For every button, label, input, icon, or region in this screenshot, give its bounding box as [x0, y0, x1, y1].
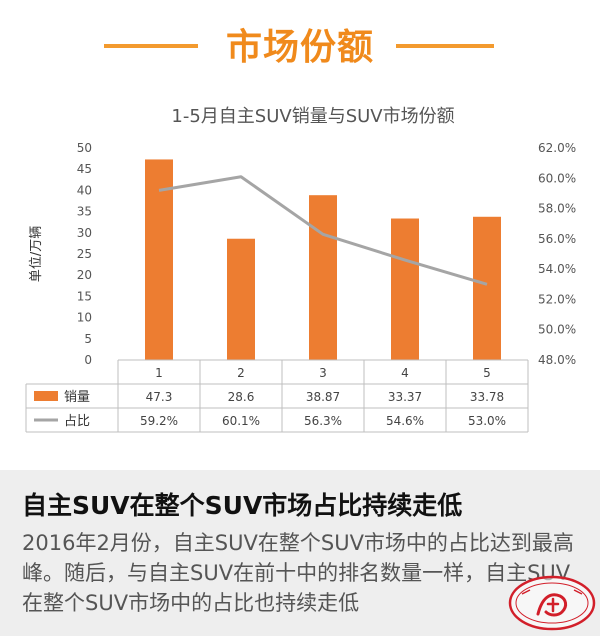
- y2-tick-label: 50.0%: [538, 323, 576, 337]
- red-seal-stamp: [508, 575, 596, 631]
- bar-5: [473, 216, 501, 360]
- y-tick-label: 0: [84, 353, 92, 367]
- article-panel: 自主SUV在整个SUV市场占比持续走低 2016年2月份，自主SUV在整个SUV…: [0, 470, 600, 636]
- article-headline: 自主SUV在整个SUV市场占比持续走低: [22, 491, 463, 520]
- chart-title: 1-5月自主SUV销量与SUV市场份额: [171, 106, 454, 127]
- bar-4: [391, 218, 419, 360]
- y-tick-label: 20: [77, 268, 92, 282]
- sales-value-label: 47.3: [146, 390, 173, 404]
- x-tick-label: 4: [401, 366, 409, 380]
- y-tick-label: 15: [77, 289, 92, 303]
- x-tick-label: 1: [155, 366, 163, 380]
- y-tick-label: 5: [84, 332, 92, 346]
- header-rule-right: [396, 44, 494, 48]
- y2-tick-label: 58.0%: [538, 202, 576, 216]
- section-header: 市场份额: [0, 0, 600, 90]
- share-value-label: 53.0%: [468, 414, 506, 428]
- sales-value-label: 28.6: [228, 390, 255, 404]
- sales-value-label: 38.87: [306, 390, 340, 404]
- y-tick-label: 10: [77, 311, 92, 325]
- share-value-label: 59.2%: [140, 414, 178, 428]
- bar-2: [227, 238, 255, 360]
- chart-card: 1-5月自主SUV销量与SUV市场份额 0 5 10 15 20 25 30 35 40 45 50 4…: [12, 92, 588, 458]
- share-value-label: 56.3%: [304, 414, 342, 428]
- y2-tick-label: 52.0%: [538, 292, 576, 306]
- x-tick-label: 3: [319, 366, 327, 380]
- legend-label-sales: 销量: [64, 390, 90, 405]
- y-tick-label: 25: [77, 247, 92, 261]
- bar-1: [145, 159, 173, 360]
- y-tick-label: 45: [77, 162, 92, 176]
- article-body: 2016年2月份，自主SUV在整个SUV市场中的占比达到最高峰。随后，与自主SU…: [22, 531, 574, 615]
- section-title: 市场份额: [225, 27, 374, 68]
- combo-chart: 1-5月自主SUV销量与SUV市场份额051015202530354045504…: [25, 106, 576, 433]
- sales-value-label: 33.37: [388, 390, 422, 404]
- sales-value-label: 33.78: [470, 390, 504, 404]
- y-tick-label: 35: [77, 205, 92, 219]
- share-value-label: 54.6%: [386, 414, 424, 428]
- x-tick-label: 5: [483, 366, 491, 380]
- legend-label-share: 占比: [64, 414, 90, 429]
- y2-tick-label: 56.0%: [538, 232, 576, 246]
- y2-tick-label: 62.0%: [538, 141, 576, 155]
- y2-tick-label: 48.0%: [538, 353, 576, 367]
- y2-tick-label: 54.0%: [538, 262, 576, 276]
- legend-key-sales: [34, 391, 58, 401]
- share-line: [158, 175, 488, 286]
- y-tick-label: 40: [77, 183, 92, 197]
- x-tick-label: 2: [237, 366, 245, 380]
- share-value-label: 60.1%: [222, 414, 260, 428]
- y-tick-label: 30: [77, 226, 92, 240]
- bar-3: [309, 195, 337, 360]
- y2-tick-label: 60.0%: [538, 171, 576, 185]
- y-tick-label: 50: [77, 141, 92, 155]
- y-axis-label: 单位/万辆: [29, 226, 44, 282]
- header-rule-left: [104, 44, 198, 48]
